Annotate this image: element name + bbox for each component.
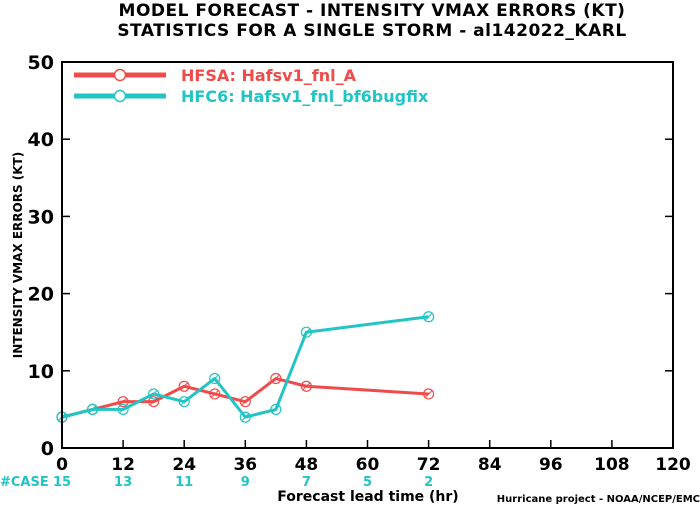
data-point-slash — [210, 390, 219, 398]
y-axis-label: INTENSITY VMAX ERRORS (KT) — [11, 152, 25, 358]
data-point-slash — [424, 312, 433, 321]
data-point — [239, 396, 251, 408]
plot-area — [56, 311, 435, 423]
data-point-slash — [149, 397, 158, 406]
credit-text: Hurricane project - NOAA/NCEP/EMC — [497, 494, 700, 505]
case-count-value: 13 — [114, 475, 132, 490]
data-point — [423, 311, 435, 323]
y-axis: 0 10 20 30 40 50 — [28, 52, 673, 460]
data-point — [423, 388, 435, 400]
data-point — [209, 388, 221, 400]
y-tick-label: 10 — [28, 361, 54, 383]
x-axis: 0 12 24 36 48 60 72 84 96 108 120 — [56, 440, 691, 475]
data-point — [86, 403, 99, 415]
data-point — [117, 396, 129, 408]
data-point-slash — [88, 405, 97, 414]
legend: HFSA: Hafsv1_fnl_A HFC6: Hafsv1_fnl_bf6bu… — [74, 66, 429, 106]
chart-title: MODEL FORECAST - INTENSITY VMAX ERRORS (… — [119, 1, 626, 21]
x-tick-label: 48 — [295, 455, 319, 475]
data-point — [178, 380, 190, 392]
x-axis-label: Forecast lead time (hr) — [277, 489, 458, 505]
data-point-slash — [271, 374, 280, 383]
x-tick-label: 120 — [655, 455, 691, 475]
data-point-slash — [424, 390, 433, 398]
data-point — [209, 372, 221, 385]
data-point — [148, 388, 160, 400]
data-point — [270, 372, 282, 385]
x-tick-label: 12 — [111, 455, 135, 475]
data-point-slash — [271, 405, 280, 414]
case-count-value: 9 — [241, 475, 250, 490]
data-point-slash — [302, 382, 311, 391]
series-line — [61, 315, 429, 419]
case-label: #CASE — [0, 475, 49, 490]
legend-label: HFC6: Hafsv1_fnl_bf6bugfix — [181, 87, 429, 106]
y-tick-label: 20 — [28, 284, 54, 306]
data-point-slash — [241, 397, 250, 406]
data-point-slash — [241, 413, 250, 421]
x-tick-label: 96 — [539, 455, 563, 475]
data-point — [239, 411, 251, 423]
legend-marker — [113, 68, 127, 82]
legend-label: HFSA: Hafsv1_fnl_A — [181, 66, 357, 85]
case-count-value: 7 — [302, 475, 311, 490]
data-point-slash — [119, 405, 127, 414]
data-point-slash — [149, 390, 158, 398]
case-count-row: #CASE 15 13 11 9 7 5 2 — [0, 475, 433, 490]
data-point-slash — [302, 328, 311, 337]
x-tick-label: 24 — [172, 455, 196, 475]
data-point-slash — [210, 374, 219, 383]
y-tick-label: 30 — [28, 206, 54, 228]
case-count-value: 5 — [363, 475, 372, 490]
legend-marker — [113, 89, 127, 103]
x-tick-label: 72 — [417, 455, 441, 475]
data-point — [300, 380, 312, 392]
data-point-slash — [119, 397, 127, 406]
case-count-value: 15 — [53, 475, 71, 490]
series-line — [61, 377, 429, 419]
case-count-value: 11 — [175, 475, 193, 490]
data-point — [117, 403, 129, 415]
x-tick-label: 84 — [478, 455, 502, 475]
data-point — [300, 326, 312, 338]
y-tick-label: 0 — [41, 438, 54, 460]
chart-subtitle: STATISTICS FOR A SINGLE STORM - al142022… — [117, 21, 626, 41]
x-tick-label: 0 — [56, 455, 68, 475]
case-count-value: 2 — [424, 475, 433, 490]
data-point — [270, 403, 282, 415]
data-point-slash — [180, 382, 189, 391]
y-tick-label: 40 — [28, 129, 54, 151]
data-point — [178, 396, 190, 408]
x-tick-label: 60 — [356, 455, 380, 475]
series-2 — [56, 311, 435, 423]
data-point-slash — [180, 397, 189, 406]
x-tick-label: 108 — [594, 455, 630, 475]
y-tick-label: 50 — [28, 52, 54, 74]
data-point — [148, 396, 160, 408]
x-tick-label: 36 — [233, 455, 257, 475]
